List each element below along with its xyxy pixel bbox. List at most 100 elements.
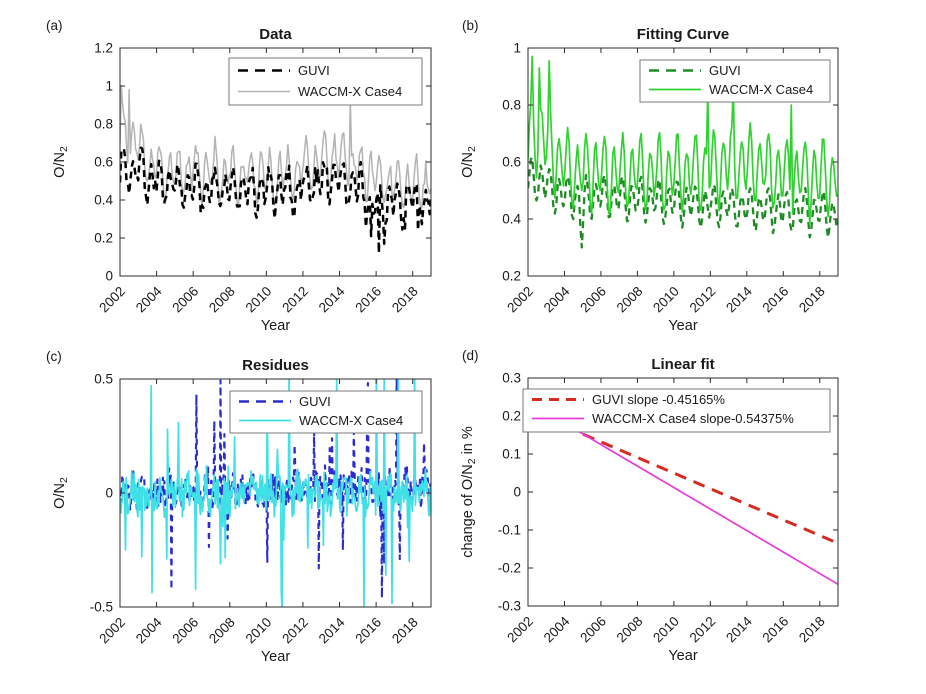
series-line-guvi: [120, 146, 431, 255]
legend-label: WACCM-X Case4: [298, 84, 402, 99]
x-tick-label: 2004: [541, 283, 573, 315]
y-tick-label: 0: [513, 485, 521, 500]
legend-label: WACCM-X Case4: [299, 413, 403, 428]
x-tick-label: 2002: [96, 284, 128, 316]
x-tick-label: 2006: [169, 284, 201, 316]
legend: GUVI slope -0.45165% WACCM-X Case4 slope-…: [522, 388, 831, 433]
panel-title: Data: [259, 26, 292, 43]
x-tick-label: 2010: [650, 284, 682, 316]
x-axis-label: Year: [261, 318, 290, 334]
y-tick-label: 0.2: [502, 409, 521, 424]
y-axis-label: O/N2​: [460, 146, 478, 178]
legend-label: GUVI: [298, 63, 330, 78]
y-tick-label: 0.6: [94, 155, 113, 170]
y-tick-label: 0.1: [502, 447, 521, 462]
x-axis-label: Year: [668, 318, 697, 334]
x-tick-label: 2016: [760, 284, 792, 316]
panel-title: Fitting Curve: [637, 26, 730, 43]
x-tick-label: 2002: [504, 614, 536, 646]
x-tick-label: 2004: [541, 613, 573, 645]
panel-letter: (d): [462, 348, 479, 363]
x-tick-label: 2006: [577, 284, 609, 316]
x-tick-label: 2014: [316, 614, 348, 646]
x-tick-label: 2018: [389, 615, 421, 647]
x-tick-label: 2014: [723, 613, 755, 645]
y-ticks: -0.5 0 0.5: [90, 372, 431, 615]
y-ticks: 0.2 0.4 0.6 0.8 1: [502, 41, 838, 284]
x-tick-label: 2014: [316, 283, 348, 315]
legend-label: GUVI: [299, 394, 331, 409]
y-tick-label: 0.6: [502, 155, 521, 170]
x-tick-label: 2016: [352, 284, 384, 316]
panel-c: 2002 2004 2006 2008 2010 2012 2014 2016 2018-0.5…: [46, 349, 432, 665]
y-tick-label: -0.5: [90, 600, 113, 615]
x-tick-label: 2004: [133, 614, 165, 646]
panel-a: 2002 2004 2006 2008 2010 2012 2014 2016 2018 0 0.2…: [46, 18, 432, 334]
legend-box: [228, 57, 423, 106]
y-axis-label: O/N2​: [52, 146, 70, 178]
legend-label: GUVI: [709, 63, 741, 78]
panel-title: Residues: [242, 357, 309, 374]
x-tick-label: 2008: [614, 284, 646, 316]
y-ticks: -0.3 -0.2 -0.1 0 0.1 0.2 0.3: [498, 371, 838, 614]
legend-box: [229, 390, 423, 434]
y-tick-label: -0.3: [498, 599, 521, 614]
y-tick-label: 0.2: [502, 269, 521, 284]
legend-label: GUVI slope -0.45165%: [592, 392, 725, 407]
legend: GUVI WACCM-X Case4: [229, 390, 423, 434]
x-tick-label: 2014: [723, 283, 755, 315]
panel-letter: (a): [46, 18, 63, 33]
x-tick-label: 2012: [279, 284, 311, 316]
y-tick-label: 0.5: [94, 372, 113, 387]
series-line-guvi: [528, 156, 838, 249]
x-tick-label: 2010: [243, 284, 275, 316]
y-tick-label: 0.8: [502, 98, 521, 113]
x-axis-label: Year: [668, 648, 697, 664]
legend-box: [522, 388, 831, 433]
y-tick-label: -0.2: [498, 561, 521, 576]
panel-letter: (b): [462, 18, 479, 33]
x-tick-label: 2006: [577, 614, 609, 646]
y-tick-label: 1.2: [94, 41, 113, 56]
panel-d: 2002 2004 2006 2008 2010 2012 2014 2016 2018-0.3…: [460, 348, 839, 664]
x-tick-label: 2004: [133, 283, 165, 315]
y-ticks: 0 0.2 0.4 0.6 0.8 1 1.2: [94, 41, 431, 284]
legend-label: WACCM-X Case4 slope-0.54375%: [592, 411, 794, 426]
y-tick-label: 0.3: [502, 371, 521, 386]
y-tick-label: 0.8: [94, 117, 113, 132]
x-axis-label: Year: [261, 649, 290, 665]
y-tick-label: 1: [105, 79, 113, 94]
series-lines: [120, 379, 431, 607]
series-line-waccm-x-case4: [528, 55, 838, 225]
series-line-guvi-slope-0-45165: [528, 409, 838, 545]
y-tick-label: 0.4: [502, 212, 521, 227]
y-axis-label: O/N2​: [52, 477, 70, 509]
y-tick-label: 1: [513, 41, 521, 56]
y-tick-label: 0: [105, 486, 113, 501]
x-tick-label: 2002: [96, 615, 128, 647]
y-tick-label: 0: [105, 269, 113, 284]
x-tick-label: 2002: [504, 284, 536, 316]
y-axis-label: change of O/N2​ in %: [460, 426, 478, 558]
legend-label: WACCM-X Case4: [709, 82, 813, 97]
x-tick-label: 2018: [796, 614, 828, 646]
x-tick-label: 2012: [687, 614, 719, 646]
series-lines: [528, 55, 838, 249]
x-tick-label: 2016: [352, 615, 384, 647]
panel-title: Linear fit: [651, 356, 714, 373]
x-tick-label: 2012: [279, 615, 311, 647]
x-tick-label: 2010: [650, 614, 682, 646]
legend: GUVI WACCM-X Case4: [228, 57, 423, 106]
x-tick-label: 2016: [760, 614, 792, 646]
x-tick-label: 2008: [206, 284, 238, 316]
series-line-waccm-x-case4: [120, 379, 431, 607]
x-tick-label: 2012: [687, 284, 719, 316]
x-tick-label: 2008: [614, 614, 646, 646]
x-tick-label: 2006: [169, 615, 201, 647]
x-tick-label: 2008: [206, 615, 238, 647]
y-tick-label: -0.1: [498, 523, 521, 538]
legend: GUVI WACCM-X Case4: [639, 59, 831, 103]
legend-box: [639, 59, 831, 103]
x-tick-label: 2018: [389, 284, 421, 316]
